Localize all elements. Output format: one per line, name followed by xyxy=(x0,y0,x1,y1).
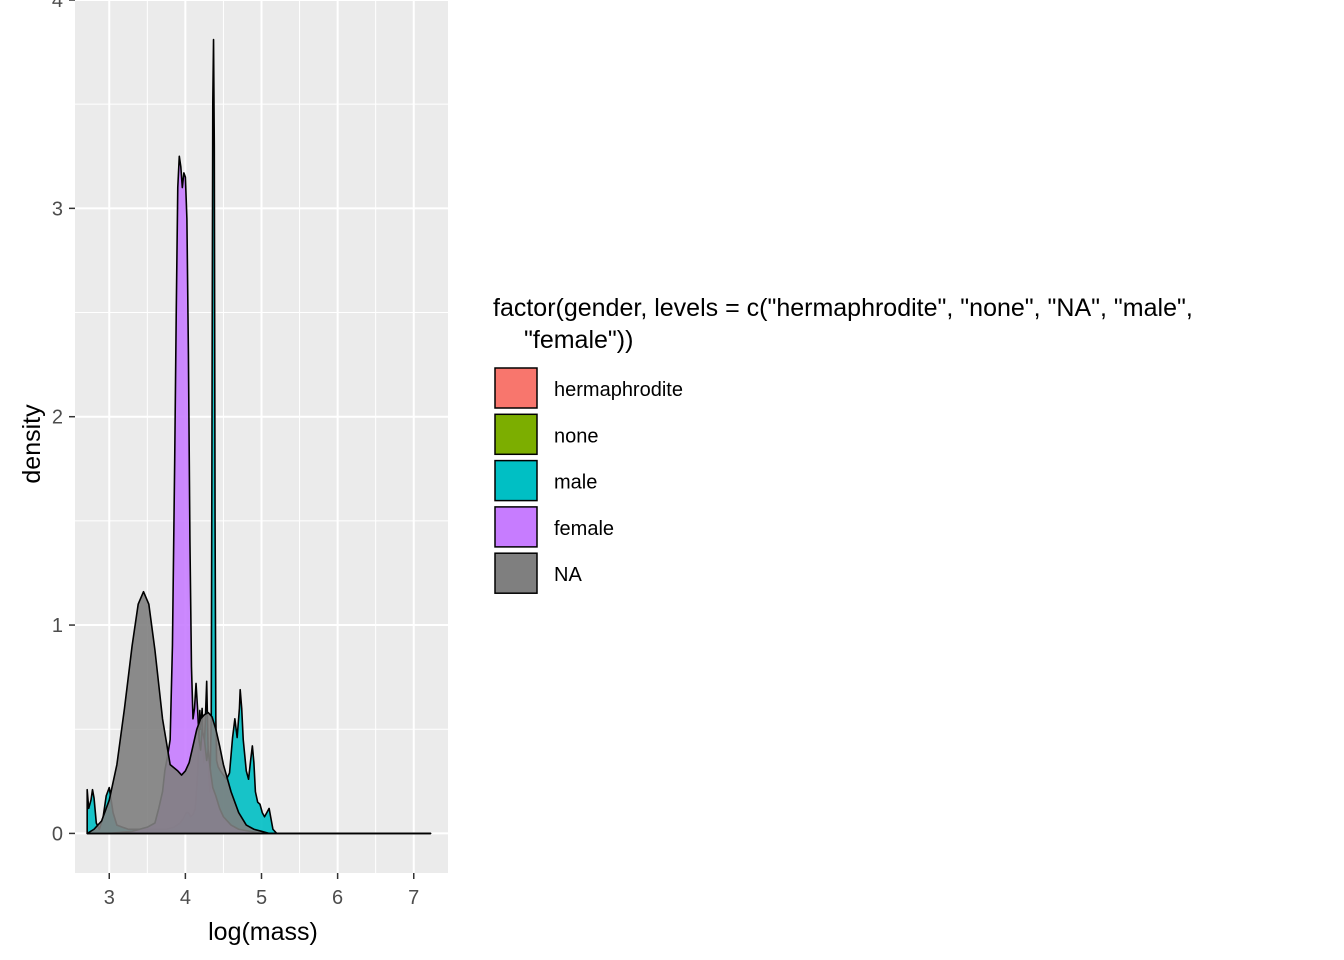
legend-key-hermaphrodite xyxy=(494,367,538,409)
y-tick-label: 1 xyxy=(52,615,63,637)
y-tick-label: 4 xyxy=(52,0,63,12)
y-axis-ticks: 0 1 2 3 4 xyxy=(52,0,75,845)
y-tick-label: 0 xyxy=(52,823,63,845)
x-axis-title: log(mass) xyxy=(208,918,318,946)
legend-label-none: none xyxy=(554,425,599,447)
legend-title-line-1: factor(gender, levels = c("hermaphrodite… xyxy=(493,294,1193,322)
y-axis-title: density xyxy=(18,404,46,484)
legend-key-female xyxy=(494,506,538,548)
density-area-na xyxy=(86,590,432,835)
x-tick-label: 7 xyxy=(408,887,419,909)
minor-gridlines xyxy=(75,0,448,873)
legend-label-hermaphrodite: hermaphrodite xyxy=(554,379,683,401)
legend: factor(gender, levels = c("hermaphrodite… xyxy=(493,294,1193,594)
x-axis-ticks: 3 4 5 6 7 xyxy=(104,873,419,909)
density-series xyxy=(86,38,432,835)
legend-label-female: female xyxy=(554,518,614,540)
legend-key-male xyxy=(494,459,538,502)
x-tick-label: 3 xyxy=(104,887,115,909)
legend-label-male: male xyxy=(554,472,597,494)
legend-key-na xyxy=(494,552,538,594)
legend-entries: hermaphrodite none male female NA xyxy=(494,367,683,594)
x-tick-label: 5 xyxy=(256,887,267,909)
legend-label-na: NA xyxy=(554,564,582,586)
y-tick-label: 2 xyxy=(52,407,63,429)
legend-title-line-2: "female")) xyxy=(524,326,633,354)
x-tick-label: 6 xyxy=(332,887,343,909)
x-tick-label: 4 xyxy=(180,887,191,909)
legend-key-none xyxy=(494,413,538,456)
y-tick-label: 3 xyxy=(52,198,63,220)
